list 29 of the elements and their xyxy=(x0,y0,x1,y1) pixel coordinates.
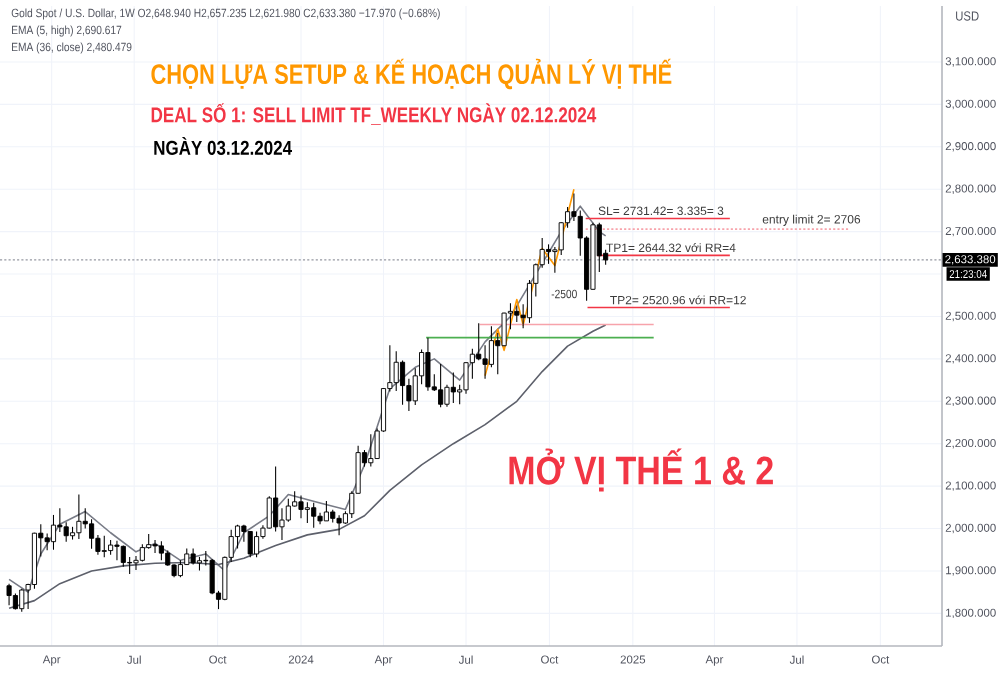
candlestick xyxy=(438,363,444,408)
candlestick xyxy=(76,494,82,540)
candlestick xyxy=(393,350,399,392)
candlestick xyxy=(6,583,12,606)
candlestick xyxy=(273,466,279,533)
candlestick xyxy=(368,433,374,468)
annotation: NGÀY 03.12.2024 xyxy=(154,137,293,155)
candlestick xyxy=(298,494,304,519)
candlestick xyxy=(450,371,456,404)
candlestick xyxy=(254,530,260,558)
annotation: MỞ VỊ THẾ 1 & 2 xyxy=(509,448,773,492)
text: CHỌN LỰA SETUP & KẾ HOẠCH QUẢN LÝ VỊ THẾ xyxy=(151,58,672,90)
candlestick xyxy=(304,501,310,524)
candlestick xyxy=(425,337,431,392)
candlestick xyxy=(311,502,317,529)
candlestick xyxy=(158,540,164,561)
candlestick xyxy=(247,530,253,558)
candlestick xyxy=(114,540,120,561)
line-series xyxy=(484,188,575,377)
candlestick xyxy=(545,243,552,265)
candlestick xyxy=(482,344,488,380)
candlestick xyxy=(120,544,126,568)
candlestick xyxy=(101,535,107,558)
candlestick xyxy=(152,539,158,554)
text: DEAL SỐ 1: SELL LIMIT TF_WEEKLY NGÀY 02.12.2024 xyxy=(151,103,597,125)
candlestick xyxy=(336,514,342,536)
line-series xyxy=(8,324,607,610)
candlestick xyxy=(50,514,57,551)
candlestick xyxy=(323,500,329,522)
